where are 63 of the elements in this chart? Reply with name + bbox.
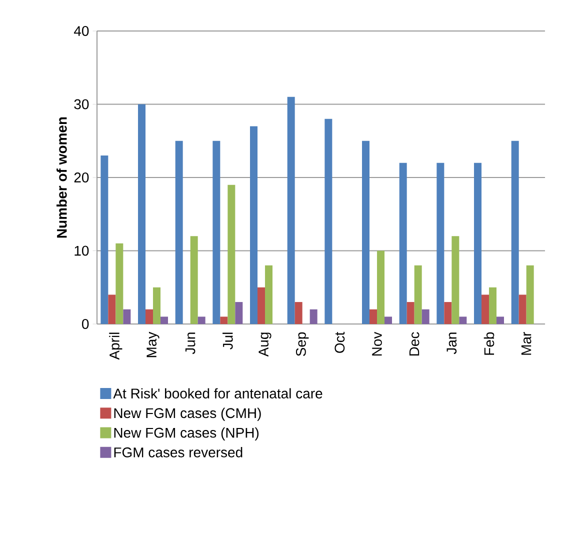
y-tick-label: 20 bbox=[74, 172, 89, 182]
y-tick-label: 40 bbox=[74, 26, 89, 36]
bar bbox=[175, 140, 183, 324]
bar bbox=[474, 162, 482, 324]
bar bbox=[459, 316, 467, 324]
bar bbox=[422, 309, 430, 324]
x-tick-label: Jul bbox=[222, 332, 233, 350]
bar bbox=[436, 162, 444, 324]
bar bbox=[123, 309, 131, 324]
bar bbox=[108, 294, 116, 324]
bar bbox=[235, 302, 243, 324]
bar bbox=[384, 316, 392, 324]
bar bbox=[212, 140, 220, 324]
bar bbox=[362, 140, 370, 324]
bar bbox=[153, 287, 160, 324]
y-tick-label: 10 bbox=[74, 246, 89, 256]
bar bbox=[100, 156, 108, 324]
bar bbox=[370, 309, 378, 324]
x-tick-label: Nov bbox=[372, 332, 382, 356]
bar bbox=[324, 118, 332, 324]
bar bbox=[258, 287, 266, 324]
bar bbox=[190, 236, 198, 324]
bar bbox=[452, 236, 460, 324]
x-tick-label: Jan bbox=[446, 332, 457, 354]
legend-label: At Risk' booked for antenatal care bbox=[113, 388, 322, 398]
bar bbox=[406, 302, 414, 324]
bar bbox=[228, 184, 236, 324]
bar bbox=[444, 302, 452, 324]
bar bbox=[414, 265, 422, 324]
legend-label: FGM cases reversed bbox=[114, 447, 242, 458]
bar bbox=[294, 302, 302, 324]
y-axis-title: Number of women bbox=[56, 117, 67, 238]
bar bbox=[220, 316, 228, 324]
x-tick-label: Feb bbox=[484, 332, 494, 355]
bar bbox=[138, 104, 146, 324]
bar bbox=[287, 96, 295, 324]
bar bbox=[518, 294, 526, 324]
bar bbox=[377, 250, 385, 324]
bar bbox=[250, 126, 258, 324]
bar bbox=[146, 309, 153, 324]
legend-label: New FGM cases (CMH) bbox=[114, 408, 261, 421]
x-tick-label: May bbox=[146, 332, 160, 358]
x-tick-label: Jun bbox=[185, 332, 196, 354]
x-tick-label: Oct bbox=[334, 332, 345, 353]
x-tick-label: Aug bbox=[258, 332, 272, 357]
bar bbox=[526, 265, 534, 324]
bar bbox=[116, 243, 124, 324]
bar bbox=[482, 294, 490, 324]
x-tick-label: Sep bbox=[296, 332, 309, 356]
x-tick-label: Dec bbox=[409, 332, 420, 356]
bar bbox=[160, 316, 168, 324]
x-tick-label: April bbox=[109, 332, 122, 360]
x-tick-label: Mar bbox=[521, 332, 532, 355]
bar bbox=[489, 287, 497, 324]
bar bbox=[496, 316, 504, 324]
bar bbox=[265, 265, 273, 324]
bar bbox=[198, 316, 206, 324]
y-tick-label: 0 bbox=[82, 319, 89, 329]
y-tick-label: 30 bbox=[74, 99, 89, 110]
bar bbox=[511, 140, 519, 324]
legend-label: New FGM cases (NPH) bbox=[114, 427, 259, 440]
bar bbox=[399, 162, 407, 324]
bar bbox=[310, 309, 318, 324]
